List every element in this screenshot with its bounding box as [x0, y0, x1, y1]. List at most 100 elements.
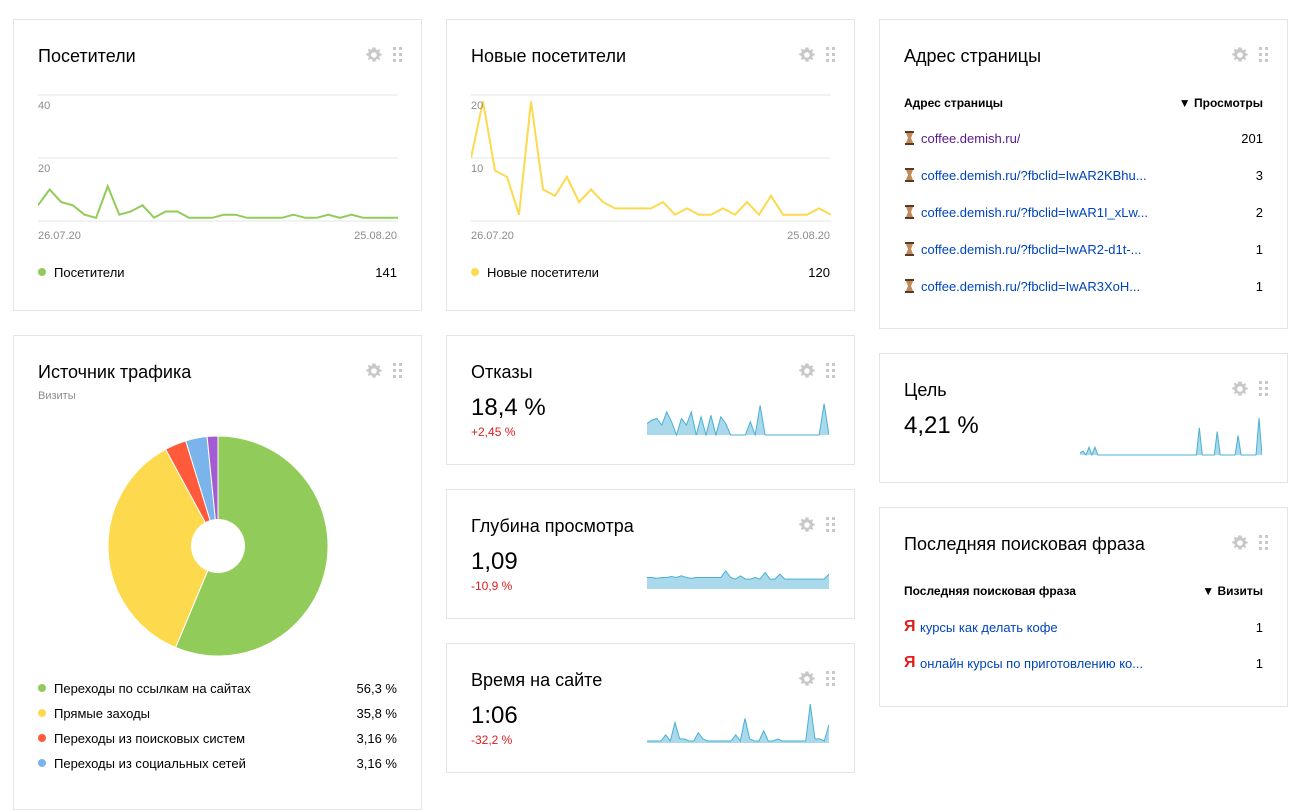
widget-title: Последняя поисковая фраза	[904, 534, 1145, 554]
column-header-phrase: Последняя поисковая фраза	[904, 584, 1076, 598]
page-url-link[interactable]: coffee.demish.ru/	[921, 130, 1021, 146]
coffee-favicon-icon	[905, 131, 914, 145]
views-count: 3	[1255, 167, 1263, 183]
widget-title: Новые посетители	[471, 46, 627, 66]
pie-slice[interactable]	[174, 435, 329, 657]
sparkline-line	[647, 569, 829, 580]
table-row: coffee.demish.ru/?fbclid=IwAR2-d1t-... 1	[904, 240, 1263, 258]
drag-handle-icon[interactable]	[393, 363, 403, 379]
drag-handle-icon[interactable]	[393, 47, 403, 63]
y-tick-20: 20	[38, 163, 51, 175]
gear-icon[interactable]	[798, 516, 816, 534]
legend-label: Переходы по ссылкам на сайтах	[54, 680, 251, 696]
column-header-views[interactable]: ▼ Просмотры	[1178, 96, 1263, 110]
x-end-date: 25.08.20	[354, 230, 397, 242]
column-header-visits[interactable]: ▼ Визиты	[1202, 584, 1263, 598]
widget-title: Посетители	[38, 46, 136, 66]
x-start-date: 26.07.20	[471, 230, 514, 242]
legend-row: Новые посетители 120	[471, 263, 830, 281]
gear-icon[interactable]	[1231, 534, 1249, 552]
legend-dot	[38, 709, 46, 717]
legend-row: Переходы из поисковых систем 3,16 %	[38, 729, 397, 747]
widget-title: Время на сайте	[471, 670, 603, 690]
coffee-favicon-icon	[905, 168, 914, 182]
metric-value: 1,09	[471, 548, 518, 575]
page-url-link[interactable]: coffee.demish.ru/?fbclid=IwAR3XoH...	[921, 278, 1141, 294]
metric-delta: -32,2 %	[471, 733, 513, 747]
views-count: 2	[1255, 204, 1263, 220]
drag-handle-icon[interactable]	[826, 47, 836, 63]
time-sparkline	[647, 704, 829, 743]
metric-delta: -10,9 %	[471, 579, 513, 593]
widget-title: Глубина просмотра	[471, 516, 634, 536]
pie-slice[interactable]	[206, 435, 219, 547]
table-row: coffee.demish.ru/?fbclid=IwAR3XoH... 1	[904, 277, 1263, 295]
depth-widget: Глубина просмотра 1,09 -10,9 %	[446, 489, 855, 619]
views-count: 1	[1255, 241, 1263, 257]
drag-handle-icon[interactable]	[826, 363, 836, 379]
metric-value: 1:06	[471, 702, 518, 729]
drag-handle-icon[interactable]	[826, 517, 836, 533]
bounce-rate-widget: Отказы 18,4 % +2,45 %	[446, 335, 855, 465]
coffee-favicon-icon	[905, 242, 914, 256]
coffee-favicon-icon	[905, 279, 914, 293]
legend-label: Посетители	[54, 264, 125, 280]
time-on-site-widget: Время на сайте 1:06 -32,2 %	[446, 643, 855, 773]
views-count: 201	[1241, 130, 1263, 146]
legend-row: Посетители 141	[38, 263, 397, 281]
pie-center-hole	[191, 519, 245, 573]
table-row: coffee.demish.ru/ 201	[904, 129, 1263, 147]
metric-value: 18,4 %	[471, 394, 546, 421]
search-phrase-link[interactable]: курсы как делать кофе	[920, 619, 1058, 635]
gear-icon[interactable]	[798, 362, 816, 380]
page-url-link[interactable]: coffee.demish.ru/?fbclid=IwAR2KBhu...	[921, 167, 1147, 183]
search-phrase-link[interactable]: онлайн курсы по приготовлению ко...	[920, 655, 1144, 671]
gear-icon[interactable]	[365, 46, 383, 64]
widget-title: Цель	[904, 380, 947, 400]
sparkline-line	[647, 403, 829, 436]
widget-controls	[1231, 46, 1269, 64]
sparkline-area	[647, 403, 829, 435]
gear-icon[interactable]	[1231, 380, 1249, 398]
metric-value: 4,21 %	[904, 412, 979, 439]
y-tick-10: 10	[471, 163, 484, 175]
table-row: Я курсы как делать кофе 1	[904, 618, 1263, 636]
new-visitors-widget: Новые посетители 20 10 26.07.20 25.08.20…	[446, 19, 855, 311]
widget-controls	[365, 46, 403, 64]
legend-value: 120	[808, 264, 830, 280]
widget-title: Источник трафика	[38, 362, 192, 382]
legend-dot	[38, 684, 46, 692]
legend-label: Новые посетители	[487, 264, 599, 280]
page-url-link[interactable]: coffee.demish.ru/?fbclid=IwAR2-d1t-...	[921, 241, 1142, 257]
drag-handle-icon[interactable]	[1259, 381, 1269, 397]
gear-icon[interactable]	[365, 362, 383, 380]
traffic-source-widget: Источник трафика Визиты Переходы по ссыл…	[13, 335, 422, 810]
visits-count: 1	[1255, 619, 1263, 635]
yandex-icon: Я	[904, 654, 916, 671]
drag-handle-icon[interactable]	[1259, 47, 1269, 63]
y-tick-40: 40	[38, 100, 51, 112]
legend-value: 3,16 %	[356, 755, 397, 771]
goal-widget: Цель 4,21 %	[879, 353, 1288, 483]
pie-slice[interactable]	[107, 448, 219, 649]
table-row: coffee.demish.ru/?fbclid=IwAR1I_xLw... 2	[904, 203, 1263, 221]
drag-handle-icon[interactable]	[826, 671, 836, 687]
gear-icon[interactable]	[798, 46, 816, 64]
legend-label: Прямые заходы	[54, 705, 151, 721]
column-header-address: Адрес страницы	[904, 96, 1003, 110]
table-header: Последняя поисковая фраза ▼ Визиты	[904, 584, 1263, 598]
gear-icon[interactable]	[798, 670, 816, 688]
legend-dot	[38, 734, 46, 742]
sparkline-area	[647, 570, 829, 589]
gear-icon[interactable]	[1231, 46, 1249, 64]
visitors-series-line	[38, 183, 398, 220]
legend-row: Переходы из социальных сетей 3,16 %	[38, 754, 397, 772]
new-visitors-line-chart	[471, 94, 831, 222]
sparkline-line	[647, 704, 829, 743]
widget-controls	[1231, 380, 1269, 398]
page-url-link[interactable]: coffee.demish.ru/?fbclid=IwAR1I_xLw...	[921, 204, 1149, 220]
widget-title: Адрес страницы	[904, 46, 1042, 66]
bounce-sparkline	[647, 403, 829, 436]
visitors-line-chart	[38, 94, 398, 222]
drag-handle-icon[interactable]	[1259, 535, 1269, 551]
